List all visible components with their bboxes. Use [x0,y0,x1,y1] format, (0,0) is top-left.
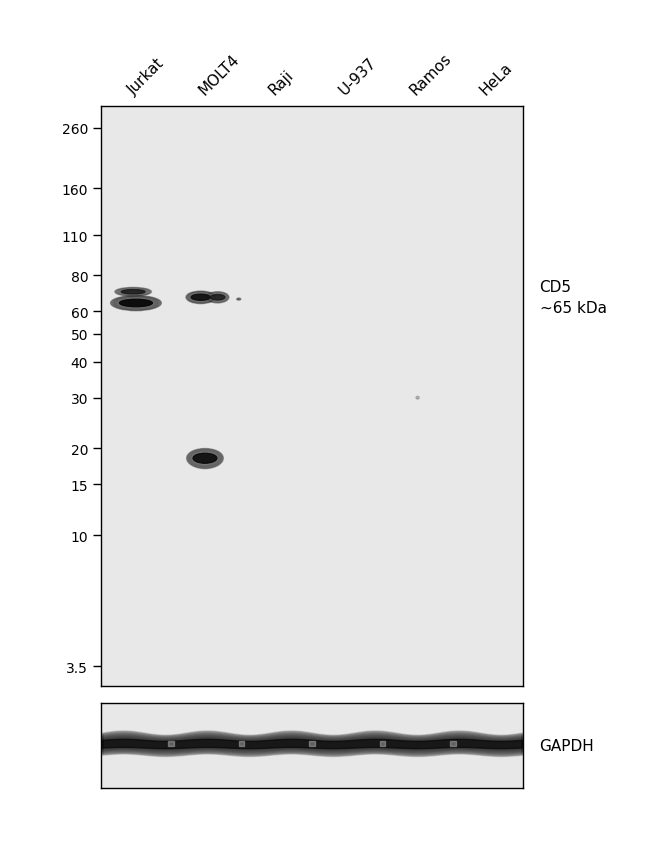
Ellipse shape [122,291,145,295]
Ellipse shape [190,452,220,466]
Ellipse shape [208,293,227,302]
Ellipse shape [187,449,224,469]
Ellipse shape [116,298,156,309]
Ellipse shape [191,295,211,302]
Ellipse shape [119,289,148,296]
Ellipse shape [209,294,226,302]
Ellipse shape [416,397,419,400]
Ellipse shape [207,293,228,303]
Ellipse shape [118,299,154,308]
Ellipse shape [122,290,145,295]
Ellipse shape [190,294,211,302]
Text: Jurkat: Jurkat [125,56,168,98]
Ellipse shape [189,293,213,302]
Text: Ramos: Ramos [407,51,454,98]
Ellipse shape [193,454,217,463]
Ellipse shape [192,452,218,465]
Ellipse shape [187,292,214,303]
Text: HeLa: HeLa [478,60,515,98]
Ellipse shape [120,300,153,308]
Ellipse shape [211,295,225,301]
Ellipse shape [207,292,229,303]
Ellipse shape [112,297,159,311]
Ellipse shape [120,300,153,308]
Text: U-937: U-937 [337,55,380,98]
Ellipse shape [115,288,151,296]
Ellipse shape [120,290,146,295]
Text: GAPDH: GAPDH [540,738,594,753]
Ellipse shape [237,299,240,301]
Ellipse shape [189,451,221,467]
Ellipse shape [209,294,227,302]
Text: MOLT4: MOLT4 [196,52,242,98]
Ellipse shape [186,291,216,304]
Ellipse shape [188,293,213,303]
Ellipse shape [118,289,149,296]
Text: CD5
~65 kDa: CD5 ~65 kDa [540,279,606,315]
Text: Raji: Raji [266,67,296,98]
Ellipse shape [114,297,158,310]
Ellipse shape [191,295,211,301]
Ellipse shape [193,453,217,464]
Ellipse shape [211,295,225,301]
Ellipse shape [111,296,161,311]
Ellipse shape [116,289,150,296]
Ellipse shape [188,450,222,468]
